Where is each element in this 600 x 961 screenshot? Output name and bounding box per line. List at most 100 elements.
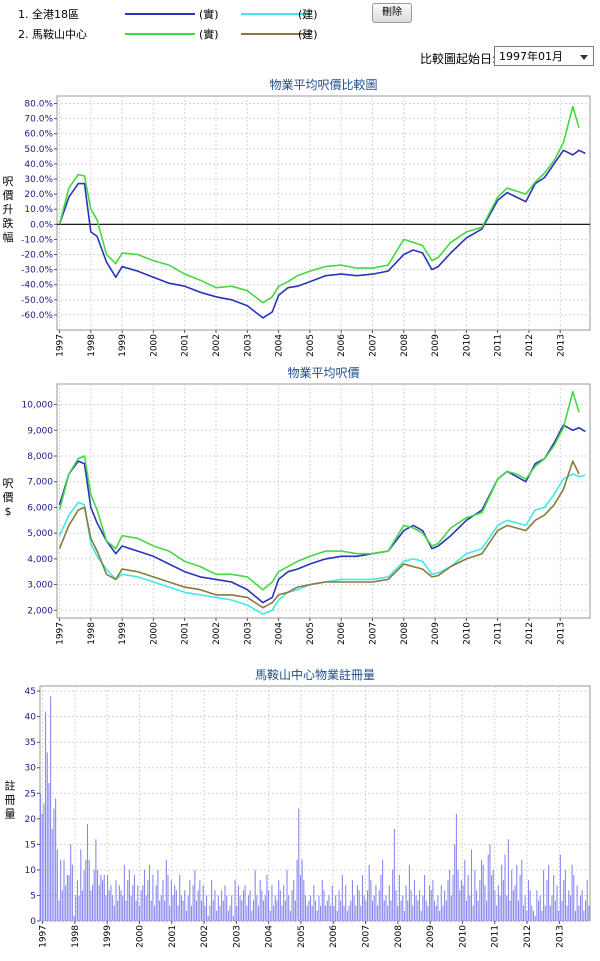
- bar: [313, 885, 315, 921]
- bar: [447, 880, 449, 921]
- bar: [269, 910, 271, 921]
- bar: [368, 864, 370, 921]
- y-tick-label: 10: [25, 866, 37, 876]
- start-date-select[interactable]: 1997年01月: [494, 46, 594, 66]
- x-tick-label: 1997: [56, 622, 66, 645]
- series-line: [58, 105, 580, 304]
- bar: [55, 798, 57, 921]
- bar: [180, 895, 182, 921]
- bar: [227, 910, 229, 921]
- bar: [326, 900, 328, 921]
- bar: [273, 905, 275, 921]
- chart-title: 物業平均呎價比較圖: [269, 77, 377, 92]
- bar: [103, 875, 105, 921]
- bar: [105, 895, 107, 921]
- bar: [526, 910, 528, 921]
- bar: [251, 910, 253, 921]
- bar: [484, 885, 486, 921]
- bar: [477, 900, 479, 921]
- y-tick-label: 4,000: [27, 555, 53, 565]
- x-tick-label: 2010: [462, 622, 472, 645]
- x-tick-label: 1997: [39, 925, 49, 948]
- series-line: [58, 390, 580, 591]
- x-tick-label: 2006: [329, 925, 339, 948]
- bar: [531, 905, 533, 921]
- series-line: [58, 460, 580, 609]
- bar: [179, 875, 181, 921]
- bar: [435, 905, 437, 921]
- bar: [504, 854, 506, 921]
- bar: [211, 880, 213, 921]
- y-tick-label: -50.0%: [21, 296, 53, 306]
- bar: [296, 859, 298, 921]
- bar: [459, 890, 461, 921]
- bar: [341, 875, 343, 921]
- bar: [361, 875, 364, 921]
- x-tick-label: 2010: [462, 334, 472, 357]
- bar: [521, 859, 523, 921]
- chart-title: 馬鞍山中心物業註冊量: [255, 667, 375, 682]
- bar: [345, 885, 347, 921]
- bar: [482, 864, 484, 921]
- bar: [467, 875, 469, 921]
- delete-button[interactable]: 刪除: [372, 3, 412, 23]
- bar: [506, 895, 508, 921]
- x-tick-label: 2002: [212, 334, 222, 357]
- bar: [71, 864, 73, 921]
- bar: [539, 895, 541, 921]
- bar: [209, 905, 211, 921]
- bar: [496, 905, 498, 921]
- bar: [454, 844, 456, 921]
- bar: [150, 900, 152, 921]
- y-axis-label: 量: [5, 808, 16, 821]
- bar: [410, 890, 412, 921]
- bar: [489, 844, 491, 921]
- bar: [66, 875, 68, 921]
- y-tick-label: 6,000: [27, 503, 53, 513]
- bar: [259, 880, 261, 921]
- bar: [237, 885, 239, 921]
- bar: [231, 895, 233, 921]
- bar: [202, 885, 204, 921]
- x-tick-label: 2008: [394, 925, 404, 948]
- bar: [110, 885, 112, 921]
- x-tick-label: 2009: [431, 334, 441, 357]
- bar: [157, 869, 159, 921]
- bar: [75, 895, 77, 921]
- bar: [460, 880, 462, 921]
- bar: [439, 910, 441, 921]
- bar: [316, 910, 318, 921]
- bar: [143, 869, 146, 921]
- legend-swatch-1-built: [241, 13, 311, 15]
- bar: [576, 885, 578, 921]
- x-tick-label: 2007: [368, 334, 378, 357]
- bar: [355, 905, 357, 921]
- x-tick-label: 2012: [525, 334, 535, 357]
- bar: [70, 844, 72, 921]
- y-tick-label: 60.0%: [24, 130, 53, 140]
- bar: [400, 900, 402, 921]
- x-tick-label: 2008: [400, 334, 410, 357]
- bar: [350, 900, 352, 921]
- bar: [137, 885, 139, 921]
- x-tick-label: 1999: [118, 334, 128, 357]
- bar: [160, 895, 162, 921]
- bar: [58, 900, 60, 921]
- y-tick-label: 0.0%: [30, 220, 53, 230]
- bar: [455, 813, 457, 921]
- bar: [232, 915, 234, 921]
- bar: [189, 880, 191, 921]
- bar: [40, 793, 42, 921]
- bar: [177, 905, 179, 921]
- bar: [95, 839, 97, 921]
- bar: [169, 905, 171, 921]
- x-tick-label: 1999: [118, 622, 128, 645]
- bar: [162, 880, 164, 921]
- bar: [397, 905, 399, 921]
- bar: [76, 880, 78, 921]
- bar: [118, 885, 120, 921]
- legend-tag: (實): [199, 28, 219, 41]
- bar: [559, 854, 561, 921]
- bar: [187, 895, 189, 921]
- x-tick-label: 2011: [491, 925, 501, 948]
